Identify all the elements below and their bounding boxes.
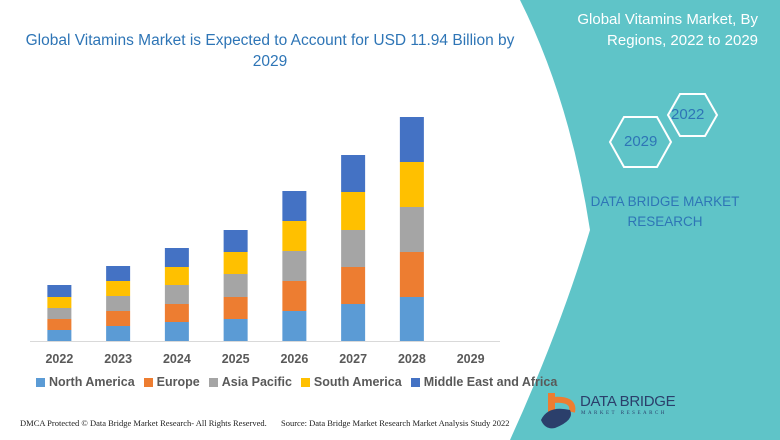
hexagon-2029 (608, 116, 673, 168)
legend-swatch (410, 377, 420, 387)
legend-swatch (300, 377, 310, 387)
x-tick-label: 2025 (222, 352, 250, 366)
legend-label: Middle East and Africa (423, 375, 558, 389)
legend-label: South America (313, 375, 402, 389)
legend-item: North America (36, 375, 135, 389)
bar-segment-2028-north-america (399, 297, 424, 341)
bar-segment-2023-south-america (106, 281, 131, 296)
data-bridge-logo-icon (541, 393, 576, 429)
legend-item: Europe (143, 375, 200, 389)
bar-segment-2027-europe (341, 267, 366, 304)
bar-segment-2026-asia-pacific (282, 251, 307, 281)
bar-segment-2023-north-america (106, 326, 131, 341)
bar-segment-2028-middle-east-and-africa (399, 117, 424, 162)
x-tick-label: 2029 (457, 352, 485, 366)
bar-segment-2027-north-america (341, 304, 366, 341)
footer-source: Source: Data Bridge Market Research Mark… (281, 418, 510, 428)
brand-text: DATA BRIDGE MARKET RESEARCH (590, 194, 740, 229)
legend-swatch (208, 377, 218, 387)
bar-segment-2025-europe (223, 297, 248, 319)
logo-subtitle: MARKET RESEARCH (581, 411, 667, 416)
bar-segment-2022-south-america (47, 297, 72, 308)
bar-segment-2027-asia-pacific (341, 230, 366, 267)
bar-segment-2022-north-america (47, 330, 72, 341)
stacked-bar-chart: 2022 2023 2024 2025 2026 2027 2028 2029 (30, 117, 500, 366)
bar-segment-2028-south-america (399, 162, 424, 207)
legend-swatch (36, 377, 45, 387)
bar-segment-2028-asia-pacific (399, 207, 424, 252)
bar-segment-2026-north-america (282, 311, 307, 341)
bar-segment-2025-south-america (223, 252, 248, 274)
footer-copyright: DMCA Protected © Data Bridge Market Rese… (20, 418, 267, 428)
legend-label: Europe (156, 375, 200, 389)
bar-segment-2025-middle-east-and-africa (223, 230, 248, 252)
bar-segment-2024-asia-pacific (164, 285, 189, 304)
bar-segment-2025-north-america (223, 319, 248, 341)
bar-segment-2026-middle-east-and-africa (282, 191, 307, 221)
legend-item: South America (300, 375, 402, 389)
bar-segment-2023-europe (106, 311, 131, 326)
legend-swatch (143, 377, 153, 387)
hexagon-label-2022: 2022 (671, 106, 705, 123)
legend: North America Europe Asia Pacific South Ame… (36, 375, 557, 389)
legend-item: Asia Pacific (208, 375, 292, 389)
hexagon-2022 (666, 93, 719, 137)
logo-name: DATA BRIDGE (580, 393, 676, 410)
bar-segment-2023-asia-pacific (106, 296, 131, 311)
hexagon-label-2029: 2029 (624, 133, 658, 150)
panel-title: Global Vitamins Market, By Regions, 2022… (577, 11, 758, 49)
bar-segment-2025-asia-pacific (223, 274, 248, 297)
bar-segment-2027-middle-east-and-africa (341, 155, 366, 192)
bar-segment-2024-middle-east-and-africa (164, 248, 189, 267)
bar-segment-2026-europe (282, 281, 307, 311)
bar-segment-2022-asia-pacific (47, 308, 72, 319)
bar-segment-2023-middle-east-and-africa (106, 266, 131, 281)
bar-segment-2027-south-america (341, 192, 366, 230)
legend-label: Asia Pacific (221, 375, 292, 389)
x-tick-label: 2023 (104, 352, 132, 366)
bar-segment-2024-south-america (164, 267, 189, 285)
legend-label: North America (49, 375, 135, 389)
bar-segment-2028-europe (399, 252, 424, 297)
bar-segment-2024-north-america (164, 322, 189, 341)
chart-title: Global Vitamins Market is Expected to Ac… (25, 32, 515, 70)
bar-segment-2022-middle-east-and-africa (47, 285, 72, 297)
x-tick-label: 2026 (280, 352, 308, 366)
teal-panel (510, 0, 780, 440)
bar-segment-2024-europe (164, 304, 189, 322)
x-tick-label: 2022 (45, 352, 73, 366)
x-tick-label: 2028 (398, 352, 426, 366)
bar-segment-2026-south-america (282, 221, 307, 251)
legend-item: Middle East and Africa (410, 375, 558, 389)
x-tick-label: 2024 (163, 352, 191, 366)
x-tick-label: 2027 (339, 352, 367, 366)
bar-segment-2022-europe (47, 319, 72, 330)
